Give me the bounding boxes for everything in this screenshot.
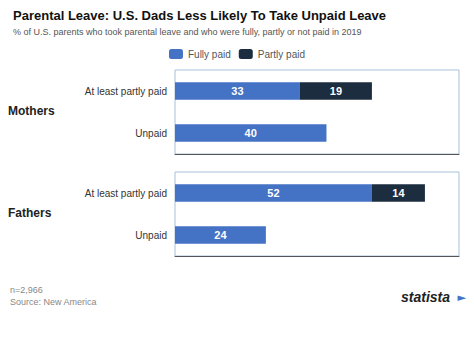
svg-text:% of U.S. parents who took par: % of U.S. parents who took parental leav… (13, 27, 362, 37)
svg-text:Unpaid: Unpaid (135, 230, 167, 241)
svg-text:n=2,966: n=2,966 (10, 285, 43, 295)
svg-text:Source: New America: Source: New America (10, 297, 97, 307)
svg-text:Unpaid: Unpaid (135, 128, 167, 139)
svg-text:24: 24 (214, 229, 227, 241)
svg-text:At least partly paid: At least partly paid (85, 188, 167, 199)
svg-text:Mothers: Mothers (8, 104, 55, 118)
svg-text:14: 14 (392, 187, 405, 199)
svg-text:19: 19 (330, 85, 342, 97)
svg-text:40: 40 (245, 127, 257, 139)
svg-text:Fully paid: Fully paid (188, 49, 231, 60)
svg-text:52: 52 (267, 187, 279, 199)
svg-text:33: 33 (231, 85, 243, 97)
svg-text:Partly paid: Partly paid (258, 49, 305, 60)
svg-text:At least partly paid: At least partly paid (85, 86, 167, 97)
svg-text:statista: statista (401, 289, 450, 305)
svg-text:►: ► (458, 291, 467, 304)
svg-text:Parental Leave: U.S. Dads Less: Parental Leave: U.S. Dads Less Likely To… (13, 8, 386, 23)
svg-text:Fathers: Fathers (8, 206, 52, 220)
